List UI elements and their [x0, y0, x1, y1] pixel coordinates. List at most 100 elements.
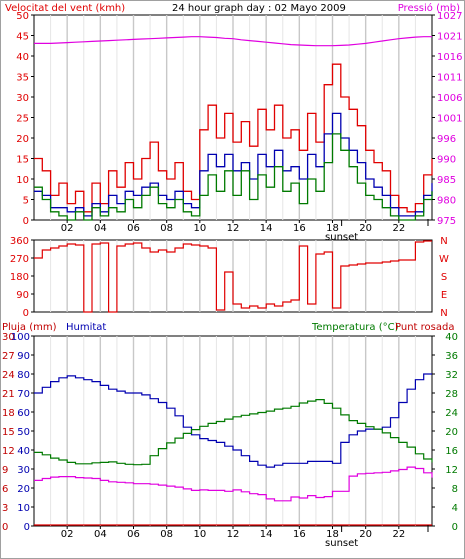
- y2-tick-label: 990: [437, 155, 456, 166]
- y2-tick-label: 1006: [437, 93, 462, 104]
- humidity-tick-label: 10: [17, 503, 30, 514]
- x-tick-label: 02: [61, 223, 74, 234]
- rain-tick-label: 9: [2, 465, 8, 476]
- rain-tick-label: 30: [2, 332, 15, 343]
- temp-grid: [50, 336, 416, 526]
- series-Humitat: [34, 373, 432, 468]
- y2-tick-label: 985: [437, 175, 456, 186]
- humidity-axis: 0 10 20 30 40 50 60 70 80 90 100: [11, 332, 34, 533]
- temp-tick-label: 40: [445, 332, 458, 343]
- y-tick-label: 0: [23, 308, 29, 319]
- sunset-label: sunset: [325, 232, 358, 243]
- compass-label: N: [440, 308, 447, 319]
- x-tick-label: 20: [359, 529, 372, 540]
- y2-tick-label: 1001: [437, 114, 462, 125]
- rain-tick-label: 0: [2, 522, 8, 533]
- humidity-tick-label: 40: [17, 446, 30, 457]
- humidity-tick-label: 80: [17, 370, 30, 381]
- rain-tick-label: 12: [2, 446, 15, 457]
- compass-label: E: [441, 290, 447, 301]
- y-tick-label: 25: [16, 114, 29, 125]
- x-tick-label: 22: [392, 223, 405, 234]
- direction-degree-axis: 0 90 180 270 360: [10, 236, 34, 319]
- temp-time-axis: 02 04 06 08 10 12 14 16 18 20 22 sunset: [61, 525, 429, 549]
- y2-tick-label: 980: [437, 196, 456, 207]
- wind-speed-axis: 0 5 10 15 20 25 30 35 40 45 50: [16, 11, 34, 227]
- humidity-tick-label: 90: [17, 351, 30, 362]
- sunset-label: sunset: [325, 538, 358, 549]
- compass-label: W: [439, 254, 449, 265]
- x-tick-label: 04: [94, 223, 107, 234]
- x-tick-label: 10: [193, 529, 206, 540]
- y-tick-label: 360: [10, 236, 29, 247]
- series-wind-direction: [34, 240, 432, 313]
- x-tick-label: 04: [94, 529, 107, 540]
- wind-time-axis: 02 04 06 08 10 12 14 16 18 20 22 sunset: [61, 219, 429, 243]
- humidity-tick-label: 20: [17, 484, 30, 495]
- temperature-axis: 0 4 8 12 16 20 24 28 32 36 40: [432, 332, 458, 533]
- pressure-axis: 975 980 985 990 996 1001 1006 1011 1016 1021 1027: [432, 11, 462, 227]
- date-title: 24 hour graph day : 02 Mayo 2009: [172, 3, 346, 14]
- y2-tick-label: 1027: [437, 11, 462, 22]
- y2-tick-label: 975: [437, 216, 456, 227]
- x-tick-label: 16: [293, 223, 306, 234]
- compass-label: S: [441, 272, 447, 283]
- y2-tick-label: 1016: [437, 52, 462, 63]
- humidity-title: Humitat: [66, 322, 106, 333]
- rain-tick-label: 15: [2, 427, 15, 438]
- x-tick-label: 08: [160, 223, 173, 234]
- direction-series: [34, 240, 432, 313]
- humidity-tick-label: 60: [17, 408, 30, 419]
- series-Punt rosada: [34, 466, 433, 502]
- temperature-title: Temperatura (°C): [311, 322, 399, 333]
- temp-tick-label: 0: [452, 522, 458, 533]
- y-tick-label: 45: [16, 32, 29, 43]
- temp-tick-label: 20: [445, 427, 458, 438]
- x-tick-label: 20: [359, 223, 372, 234]
- y-tick-label: 35: [16, 73, 29, 84]
- x-tick-label: 12: [227, 529, 240, 540]
- y-tick-label: 30: [16, 93, 29, 104]
- y-tick-label: 0: [23, 216, 29, 227]
- x-tick-label: 06: [127, 529, 140, 540]
- y2-tick-label: 1011: [437, 73, 462, 84]
- x-tick-label: 02: [61, 529, 74, 540]
- temp-tick-label: 28: [445, 389, 458, 400]
- x-tick-label: 06: [127, 223, 140, 234]
- series-direction-green: [34, 133, 433, 221]
- rain-title: Pluja (mm): [2, 322, 57, 333]
- temp-tick-label: 8: [452, 484, 458, 495]
- y-tick-label: 20: [16, 134, 29, 145]
- y-tick-label: 270: [10, 254, 29, 265]
- series-pressure: [34, 36, 432, 47]
- y-tick-label: 90: [16, 290, 29, 301]
- temp-series: [34, 373, 433, 526]
- humidity-tick-label: 0: [24, 522, 30, 533]
- humidity-tick-label: 30: [17, 465, 30, 476]
- y2-tick-label: 1021: [437, 32, 462, 43]
- y-tick-label: 180: [10, 272, 29, 283]
- x-tick-label: 08: [160, 529, 173, 540]
- wind-series: [34, 36, 433, 221]
- rain-tick-label: 3: [2, 503, 8, 514]
- rain-tick-label: 21: [2, 389, 15, 400]
- temp-tick-label: 32: [445, 370, 458, 381]
- y-tick-label: 40: [16, 52, 29, 63]
- y-tick-label: 5: [23, 196, 29, 207]
- series-Temperatura (°C): [34, 399, 433, 466]
- humidity-tick-label: 70: [17, 389, 30, 400]
- x-tick-label: 22: [392, 529, 405, 540]
- rain-axis: 0 3 6 9 12 15 18 21 24 27 30: [2, 332, 15, 533]
- temp-tick-label: 4: [452, 503, 458, 514]
- temp-tick-label: 16: [445, 446, 458, 457]
- x-tick-label: 14: [260, 223, 273, 234]
- humidity-tick-label: 50: [17, 427, 30, 438]
- y-tick-label: 10: [16, 175, 29, 186]
- humidity-tick-label: 100: [11, 332, 30, 343]
- y-tick-label: 50: [16, 11, 29, 22]
- compass-label: N: [440, 236, 447, 247]
- x-tick-label: 16: [293, 529, 306, 540]
- x-tick-label: 18: [326, 529, 339, 540]
